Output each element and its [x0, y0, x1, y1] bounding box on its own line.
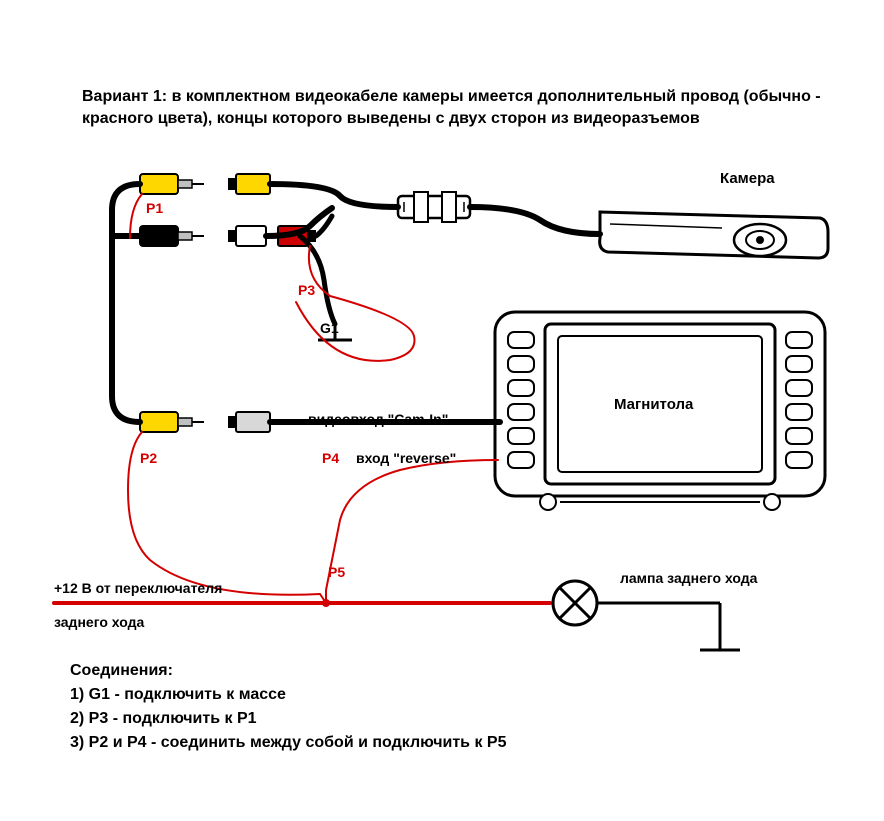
cable-right-upper [270, 184, 398, 207]
diagram-stage: Вариант 1: в комплектном видеокабеле кам… [0, 0, 884, 821]
inline-connector [398, 192, 470, 222]
camera-icon [600, 212, 828, 258]
label-p2: P2 [140, 450, 157, 466]
label-p3: P3 [298, 282, 315, 298]
red-p4 [326, 460, 498, 590]
reverse-lamp-symbol [553, 581, 597, 625]
label-p1: P1 [146, 200, 163, 216]
label-head-unit: Магнитола [614, 396, 693, 413]
label-cam-in: видеовход "Cam-In" [308, 411, 448, 427]
label-g1: G1 [320, 320, 339, 336]
label-12v-line2: заднего хода [54, 614, 144, 630]
legend-heading: Соединения: [70, 662, 173, 680]
label-p5: P5 [328, 564, 345, 580]
legend-item2: 2) P3 - подключить к P1 [70, 710, 257, 728]
plug-grey-camin [228, 412, 270, 432]
label-reverse-in: вход "reverse" [356, 450, 456, 466]
label-camera: Камера [720, 170, 775, 187]
legend-item1: 1) G1 - подключить к массе [70, 686, 286, 704]
label-12v-line1: +12 В от переключателя [54, 580, 222, 596]
plug-white [228, 226, 266, 246]
legend-item3: 3) P2 и P4 - соединить между собой и под… [70, 734, 506, 752]
red-p3 [296, 246, 415, 361]
label-p4: P4 [322, 450, 339, 466]
label-reverse-lamp: лампа заднего хода [620, 570, 757, 586]
rca-yellow-lower [140, 412, 204, 432]
cable-ground-g1 [300, 236, 335, 324]
cable-left [112, 184, 140, 422]
rca-yellow-top-left [140, 174, 204, 194]
plug-black [140, 226, 204, 246]
rca-yellow-top-right [228, 174, 270, 194]
